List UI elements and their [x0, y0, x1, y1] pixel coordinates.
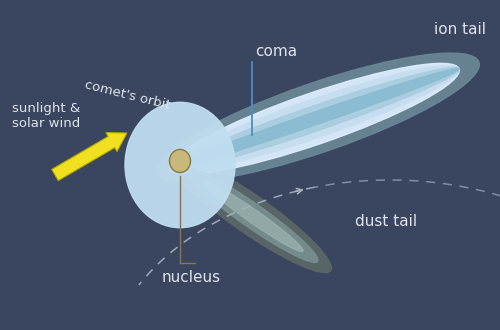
- Ellipse shape: [170, 149, 190, 173]
- Ellipse shape: [186, 169, 318, 262]
- Text: ion tail: ion tail: [434, 22, 486, 37]
- Ellipse shape: [170, 69, 459, 169]
- Text: dust tail: dust tail: [355, 214, 417, 229]
- Ellipse shape: [204, 182, 303, 251]
- Ellipse shape: [166, 154, 332, 273]
- Ellipse shape: [170, 63, 460, 174]
- Ellipse shape: [170, 66, 459, 172]
- Text: comet's orbit: comet's orbit: [83, 78, 172, 112]
- Text: sunlight &
solar wind: sunlight & solar wind: [12, 102, 80, 130]
- Text: coma: coma: [255, 45, 297, 59]
- Text: nucleus: nucleus: [162, 271, 221, 285]
- Ellipse shape: [125, 102, 235, 228]
- Ellipse shape: [170, 68, 459, 170]
- FancyArrow shape: [52, 133, 127, 181]
- Ellipse shape: [157, 53, 480, 182]
